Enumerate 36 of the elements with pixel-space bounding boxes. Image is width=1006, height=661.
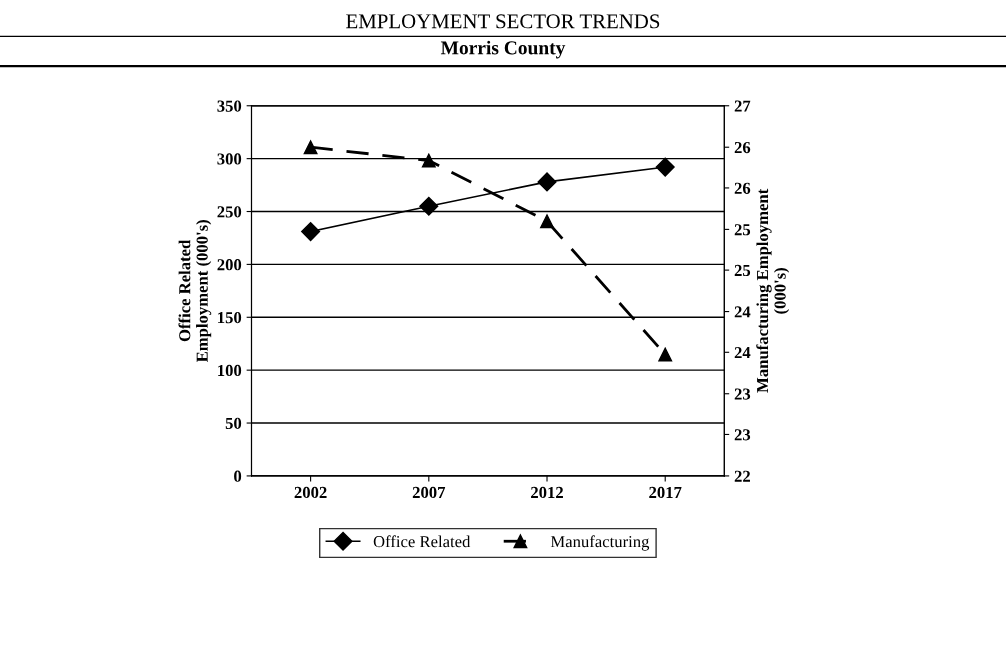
- point: [301, 222, 321, 242]
- y2-tick-label: 27: [734, 100, 751, 112]
- x-tick-label: 2007: [412, 486, 446, 499]
- y-tick-label: 50: [225, 417, 242, 429]
- y-tick-label: 150: [218, 311, 242, 324]
- chart-title: EMPLOYMENT SECTOR TRENDS: [346, 14, 660, 29]
- point: [655, 157, 675, 177]
- y2-tick-label: 22: [734, 470, 750, 482]
- y-tick-label: 200: [217, 259, 242, 271]
- y-tick-label: 350: [217, 100, 242, 112]
- y2-tick-label: 25: [734, 264, 751, 277]
- y2-tick-label: 25: [734, 224, 751, 236]
- point: [303, 140, 318, 155]
- point: [658, 347, 673, 362]
- x-tick-label: 2002: [294, 486, 327, 499]
- legend-label: Office Related: [373, 535, 471, 548]
- y-tick-label: 250: [217, 206, 242, 218]
- y-tick-label: 100: [218, 364, 242, 377]
- y-tick-label: 0: [234, 470, 242, 482]
- y-axis-title: Office Related Employment (000's): [178, 220, 212, 363]
- point: [537, 172, 557, 192]
- point: [421, 153, 436, 168]
- y2-tick-label: 24: [734, 306, 751, 318]
- y2-tick-label: 24: [734, 347, 751, 359]
- x-tick-label: 2012: [531, 486, 563, 499]
- y2-tick-label: 26: [734, 141, 751, 154]
- y2-axis-title: Manufacturing Employment (000's): [756, 188, 790, 393]
- y2-tick-label: 26: [734, 182, 751, 194]
- y-tick-label: 300: [217, 153, 242, 165]
- y2-tick-label: 23: [734, 388, 751, 400]
- chart-subtitle: Morris County: [440, 40, 566, 59]
- point: [540, 214, 554, 229]
- y2-tick-label: 23: [734, 429, 751, 441]
- point: [419, 196, 439, 216]
- legend-label: Manufacturing: [550, 535, 650, 551]
- x-tick-label: 2017: [649, 486, 682, 499]
